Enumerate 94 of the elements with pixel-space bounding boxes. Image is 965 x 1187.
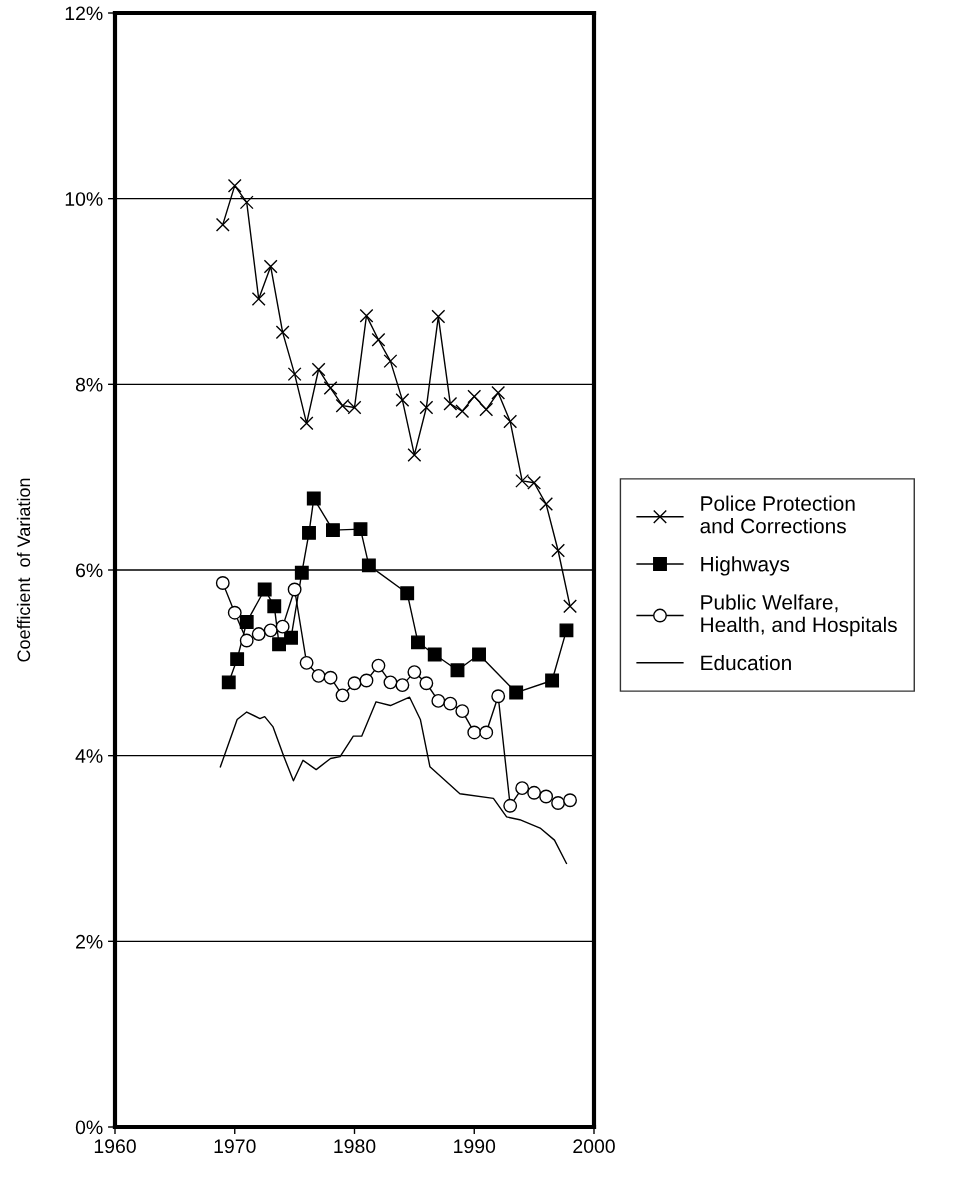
y-tick-label: 6% (76, 563, 103, 578)
point (311, 668, 326, 683)
point (323, 381, 338, 395)
point (539, 789, 554, 804)
point (395, 678, 410, 693)
point (257, 582, 272, 597)
point (503, 414, 518, 429)
point (275, 325, 290, 340)
point (551, 796, 566, 810)
point (455, 704, 470, 719)
point (407, 447, 422, 462)
point (263, 259, 278, 274)
point (407, 665, 422, 680)
point (515, 781, 530, 796)
x-tick-label: 1990 (454, 1139, 496, 1154)
point (509, 685, 524, 700)
point (215, 217, 230, 232)
point (221, 675, 236, 690)
x-tick-label: 2000 (573, 1139, 615, 1154)
point (215, 576, 230, 590)
point (479, 725, 494, 740)
point (467, 389, 482, 404)
point (306, 491, 321, 506)
point (335, 688, 350, 703)
point (287, 367, 302, 382)
point (467, 725, 482, 740)
point (419, 400, 434, 415)
point (239, 195, 254, 210)
point (383, 354, 398, 369)
point (302, 525, 316, 540)
y-tick-label: 8% (75, 377, 103, 392)
legend-label: Police Protection and Corrections (700, 495, 855, 534)
x-tick-label: 1960 (94, 1139, 136, 1154)
legend-label: Highways (701, 556, 790, 576)
point (227, 178, 242, 193)
x-tick-label: 1970 (214, 1139, 256, 1154)
point (325, 523, 340, 538)
point (551, 543, 566, 558)
point (267, 599, 282, 614)
x-tick-label: 1980 (334, 1139, 376, 1154)
point (455, 404, 470, 419)
point (275, 619, 290, 634)
point (491, 385, 506, 400)
point (491, 689, 506, 704)
legend-label: Education (701, 654, 791, 671)
point (539, 497, 554, 512)
y-tick-label: 0% (75, 1120, 103, 1135)
point (311, 362, 326, 377)
y-axis-title: Coefficient of Variation (16, 478, 31, 662)
point (400, 586, 415, 601)
point (239, 615, 254, 629)
y-tick-label: 12% (65, 6, 103, 21)
point (395, 393, 410, 408)
point (230, 652, 245, 667)
point (251, 291, 266, 306)
point (251, 627, 266, 642)
point (503, 798, 518, 813)
point (545, 673, 560, 688)
point (527, 785, 542, 800)
point (472, 647, 486, 662)
point (443, 396, 458, 411)
point (427, 647, 442, 662)
point (419, 676, 434, 691)
point (431, 693, 446, 708)
point (443, 696, 458, 711)
point (299, 416, 314, 431)
point (347, 676, 362, 691)
point (287, 582, 302, 597)
point (371, 332, 386, 347)
point (563, 599, 577, 614)
point (272, 637, 287, 652)
point (450, 663, 465, 678)
point (263, 623, 278, 638)
point (411, 635, 425, 650)
point (294, 565, 309, 580)
point (359, 308, 374, 323)
y-tick-label: 4% (75, 749, 103, 763)
point (479, 402, 494, 417)
point (239, 633, 254, 648)
y-tick-label: 2% (76, 934, 103, 949)
y-tick-label: 10% (65, 192, 103, 206)
point (431, 309, 446, 324)
point (353, 522, 368, 537)
point (227, 605, 242, 620)
point (359, 673, 374, 688)
point (371, 658, 386, 673)
legend-label: Public Welfare, Health, and Hospitals (701, 594, 897, 637)
point (563, 793, 577, 808)
point (323, 670, 338, 685)
point (383, 675, 398, 690)
point (361, 558, 376, 573)
point (299, 655, 314, 670)
point (559, 623, 574, 638)
point (284, 630, 298, 645)
